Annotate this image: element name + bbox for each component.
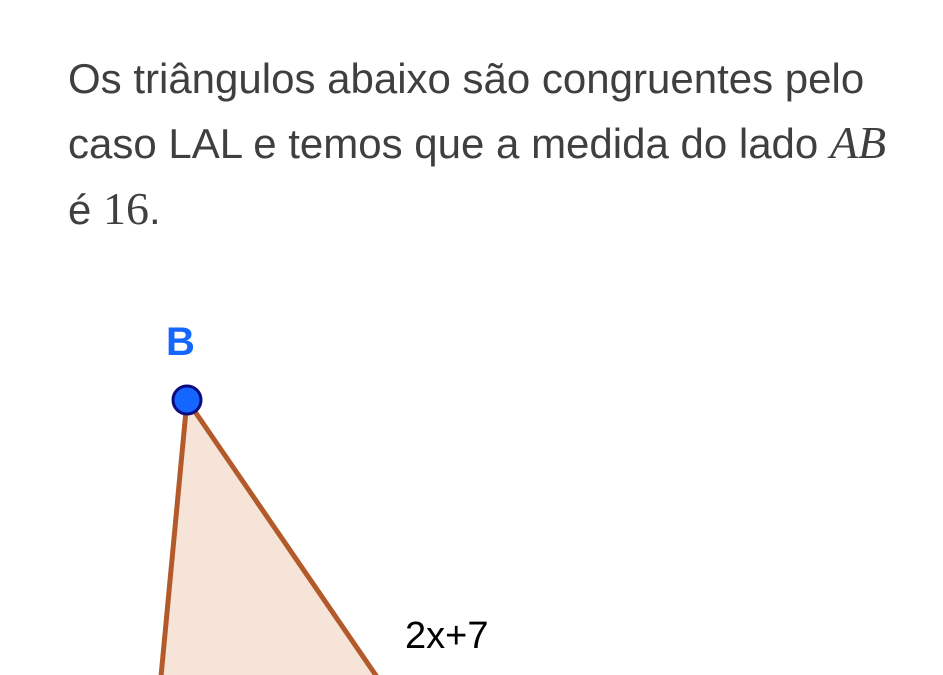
label-point-b: B (166, 320, 195, 365)
label-expression: 2x+7 (405, 615, 488, 658)
point-b (173, 386, 201, 414)
triangle-diagram (0, 0, 943, 675)
